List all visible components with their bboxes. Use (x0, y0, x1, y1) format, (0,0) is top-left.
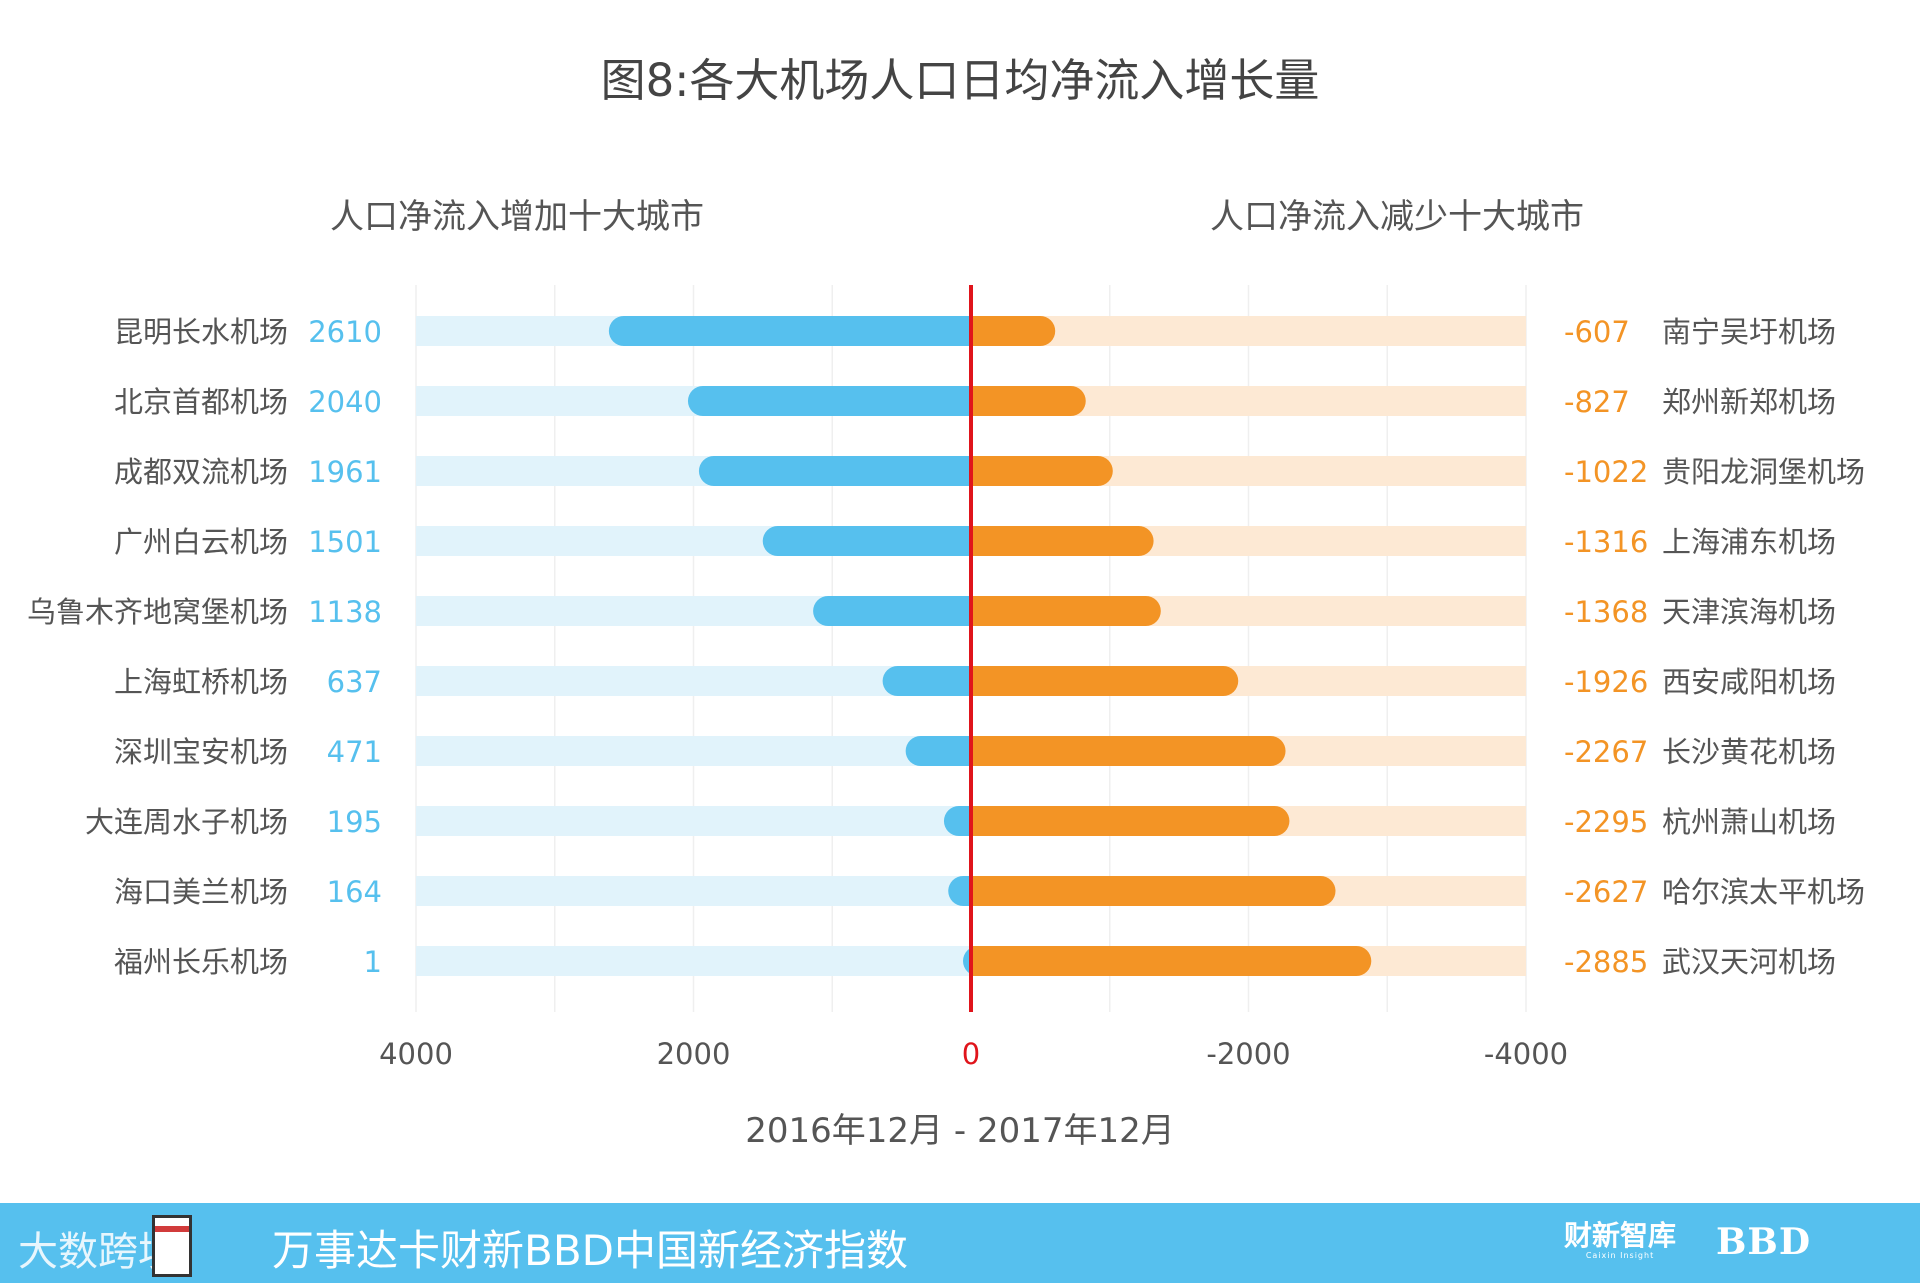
decrease-category-label: 西安咸阳机场 (1662, 665, 1836, 699)
increase-category-label: 昆明长水机场 (114, 315, 288, 349)
x-tick-label: 4000 (379, 1037, 453, 1071)
decrease-category-label: 武汉天河机场 (1662, 945, 1836, 979)
increase-category-label: 上海虹桥机场 (114, 665, 288, 699)
increase-category-label: 福州长乐机场 (114, 945, 288, 979)
increase-category-label: 乌鲁木齐地窝堡机场 (27, 595, 288, 629)
decrease-value-label: -2267 (1564, 735, 1648, 769)
increase-value-label: 1501 (308, 525, 382, 559)
x-axis-label: 2016年12月 - 2017年12月 (745, 1111, 1174, 1151)
decrease-category-label: 郑州新郑机场 (1662, 385, 1836, 419)
decrease-value-label: -607 (1564, 315, 1630, 349)
increase-category-label: 大连周水子机场 (85, 805, 288, 839)
increase-bar (813, 596, 971, 626)
decrease-bar (971, 736, 1286, 766)
x-tick-label: -4000 (1484, 1037, 1568, 1071)
increase-category-label: 海口美兰机场 (114, 875, 288, 909)
right-heading: 人口净流入减少十大城市 (1210, 197, 1584, 237)
decrease-category-label: 杭州萧山机场 (1662, 805, 1836, 839)
footer-banner: 大数跨境 万事达卡财新BBD中国新经济指数 财新智库 Caixin Insigh… (0, 1203, 1920, 1283)
decrease-value-label: -1368 (1564, 595, 1648, 629)
increase-bar (762, 526, 971, 556)
increase-value-label: 2610 (308, 315, 382, 349)
increase-bar (698, 456, 971, 486)
decrease-bar (971, 596, 1161, 626)
decrease-track (971, 316, 1526, 346)
left-heading: 人口净流入增加十大城市 (330, 197, 704, 237)
increase-value-label: 1 (364, 945, 382, 979)
decrease-value-label: -1022 (1564, 455, 1648, 489)
decrease-bar (971, 946, 1372, 976)
increase-track (416, 736, 971, 766)
decrease-value-label: -2627 (1564, 875, 1648, 909)
increase-bar (882, 666, 971, 696)
increase-bar (948, 876, 971, 906)
increase-bar (905, 736, 971, 766)
index-title: 万事达卡财新BBD中国新经济指数 (272, 1226, 908, 1275)
increase-value-label: 637 (327, 665, 382, 699)
x-axis-ticks: 4000 2000 0 -2000 -4000 (379, 1037, 1568, 1071)
labels: 昆明长水机场 2610 北京首都机场 2040 成都双流机场 1961 广州白云机场 1501… (27, 315, 1865, 979)
bars (416, 285, 1526, 1012)
left-brand: 大数跨境 (18, 1229, 178, 1275)
decrease-bar (971, 806, 1290, 836)
caixin-logo: 财新智库 Caixin Insight (1564, 1219, 1677, 1261)
increase-category-label: 深圳宝安机场 (114, 735, 288, 769)
decrease-bar (971, 386, 1086, 416)
decrease-value-label: -1926 (1564, 665, 1648, 699)
increase-value-label: 195 (327, 805, 382, 839)
increase-category-label: 成都双流机场 (114, 455, 288, 489)
increase-track (416, 666, 971, 696)
caixin-en: Caixin Insight (1585, 1251, 1655, 1260)
increase-category-label: 北京首都机场 (114, 385, 288, 419)
decrease-value-label: -1316 (1564, 525, 1648, 559)
decrease-category-label: 天津滨海机场 (1662, 595, 1836, 629)
decrease-category-label: 长沙黄花机场 (1662, 735, 1836, 769)
decrease-bar (971, 526, 1154, 556)
x-tick-label: 2000 (657, 1037, 731, 1071)
increase-value-label: 2040 (308, 385, 382, 419)
increase-value-label: 164 (327, 875, 382, 909)
decrease-bar (971, 876, 1336, 906)
decrease-category-label: 上海浦东机场 (1662, 525, 1836, 559)
x-tick-label: 0 (962, 1037, 980, 1071)
increase-bar (687, 386, 971, 416)
decrease-bar (971, 666, 1239, 696)
chart: 图8:各大机场人口日均净流入增长量 人口净流入增加十大城市 人口净流入减少十大城… (27, 54, 1865, 1151)
x-tick-label: -2000 (1206, 1037, 1290, 1071)
decrease-value-label: -827 (1564, 385, 1630, 419)
decrease-value-label: -2885 (1564, 945, 1648, 979)
increase-bar (608, 316, 971, 346)
decrease-category-label: 南宁吴圩机场 (1662, 315, 1836, 349)
decrease-bar (971, 456, 1113, 486)
increase-value-label: 471 (327, 735, 382, 769)
increase-track (416, 876, 971, 906)
decrease-category-label: 哈尔滨太平机场 (1662, 875, 1865, 909)
increase-value-label: 1961 (308, 455, 382, 489)
bbd-logo: BBD (1716, 1221, 1812, 1263)
logo-icon (152, 1215, 192, 1277)
increase-category-label: 广州白云机场 (114, 525, 288, 559)
caixin-name: 财新智库 (1564, 1219, 1677, 1252)
increase-bar (943, 806, 971, 836)
decrease-value-label: -2295 (1564, 805, 1648, 839)
increase-track (416, 946, 971, 976)
increase-value-label: 1138 (308, 595, 382, 629)
decrease-category-label: 贵阳龙洞堡机场 (1662, 455, 1865, 489)
decrease-bar (971, 316, 1056, 346)
chart-title: 图8:各大机场人口日均净流入增长量 (601, 54, 1320, 107)
increase-track (416, 806, 971, 836)
